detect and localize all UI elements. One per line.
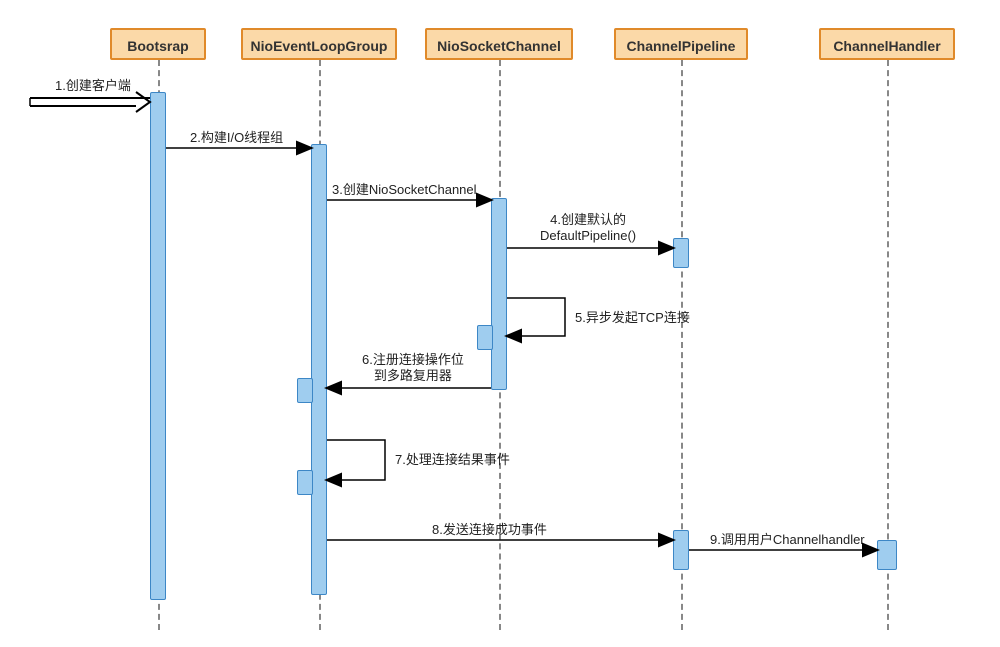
message-label-3: 3.创建NioSocketChannel [332,182,477,198]
activation-pipeline-7 [673,530,689,570]
participant-bootstrap: Bootsrap [110,28,206,60]
message-label-2: 2.构建I/O线程组 [190,130,283,146]
message-label-9: 9.调用用户Channelhandler [710,532,865,548]
activation-bootstrap-0 [150,92,166,600]
message-label-6: 6.注册连接操作位 到多路复用器 [362,352,464,385]
participant-socketchan: NioSocketChannel [425,28,573,60]
participant-eventloop: NioEventLoopGroup [241,28,397,60]
sequence-diagram-canvas: Bootsrap NioEventLoopGroup NioSocketChanne… [0,0,1000,647]
participant-pipeline: ChannelPipeline [614,28,748,60]
activation-eventloop-1 [311,144,327,595]
activation-pipeline-3 [673,238,689,268]
message-label-1: 1.创建客户端 [55,78,131,94]
participant-handler: ChannelHandler [819,28,955,60]
activation-eventloop-6 [297,470,313,495]
message-label-8: 8.发送连接成功事件 [432,522,547,538]
message-label-5: 5.异步发起TCP连接 [575,310,690,326]
activation-socketchan-2 [491,198,507,390]
activation-eventloop-5 [297,378,313,403]
message-label-4: 4.创建默认的 DefaultPipeline() [540,212,636,245]
activation-handler-8 [877,540,897,570]
activation-socketchan-4 [477,325,493,350]
message-label-7: 7.处理连接结果事件 [395,452,510,468]
